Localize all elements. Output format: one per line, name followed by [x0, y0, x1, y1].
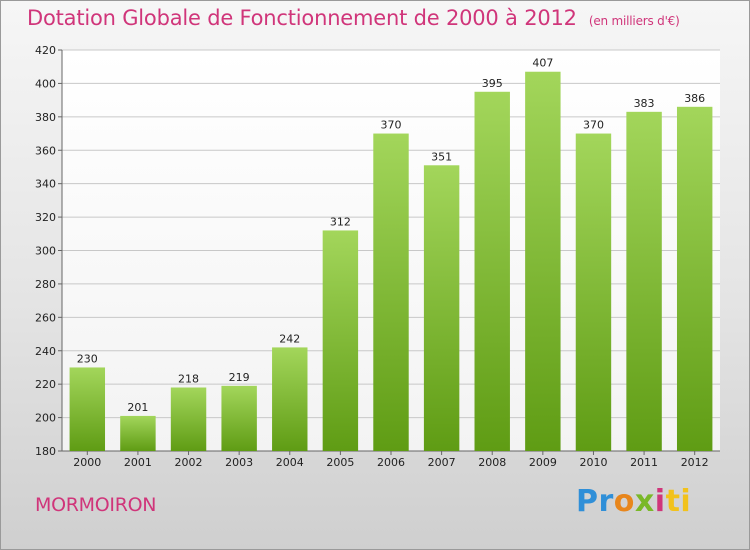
y-tick-label: 200 — [35, 412, 56, 425]
y-tick-label: 380 — [35, 111, 56, 124]
bar — [322, 230, 359, 451]
x-tick-label: 2000 — [73, 456, 101, 469]
x-tick-label: 2011 — [630, 456, 658, 469]
proxiti-logo: Proxiti — [576, 484, 691, 519]
data-label: 383 — [634, 97, 655, 110]
x-tick-label: 2002 — [175, 456, 203, 469]
data-label: 370 — [381, 119, 402, 132]
x-tick-label: 2006 — [377, 456, 405, 469]
data-label: 201 — [127, 401, 148, 414]
bar — [575, 133, 612, 451]
logo-part: Pr — [576, 484, 614, 519]
y-tick-label: 260 — [35, 311, 56, 324]
y-tick-label: 400 — [35, 77, 56, 90]
y-tick-label: 280 — [35, 278, 56, 291]
bar — [272, 347, 308, 451]
bar — [423, 165, 460, 451]
data-label: 312 — [330, 215, 351, 228]
x-tick-label: 2007 — [428, 456, 456, 469]
x-tick-label: 2004 — [276, 456, 304, 469]
logo-part: ti — [665, 484, 692, 519]
y-tick-label: 180 — [35, 445, 56, 458]
bar — [474, 91, 510, 451]
x-tick-label: 2003 — [225, 456, 253, 469]
y-tick-label: 360 — [35, 144, 56, 157]
plot-area: 180 200 220 240 260 280 300 320 340 360 380 400 420 2… — [35, 44, 720, 469]
x-tick-label: 2009 — [529, 456, 557, 469]
x-tick-label: 2012 — [681, 456, 709, 469]
logo-part: o — [613, 484, 635, 519]
data-label: 395 — [482, 77, 503, 90]
bar — [120, 415, 156, 451]
commune-name: MORMOIRON — [35, 494, 157, 516]
x-tick-label: 2001 — [124, 456, 152, 469]
bar — [626, 111, 662, 451]
data-label: 407 — [532, 57, 553, 70]
chart-subtitle: (en milliers d'€) — [588, 14, 680, 28]
data-label: 351 — [431, 150, 452, 163]
chart-title: Dotation Globale de Fonctionnement de 20… — [27, 6, 680, 30]
data-label: 218 — [178, 373, 199, 386]
x-tick-label: 2008 — [478, 456, 506, 469]
chart-title-text: Dotation Globale de Fonctionnement de 20… — [27, 6, 577, 30]
bar — [525, 71, 561, 452]
data-label: 230 — [77, 352, 98, 365]
data-label: 219 — [229, 371, 250, 384]
logo-part: x — [634, 484, 655, 519]
x-tick-label: 2010 — [579, 456, 607, 469]
data-label: 386 — [684, 92, 705, 105]
bar — [170, 387, 207, 451]
y-tick-label: 300 — [35, 245, 56, 258]
x-tick-label: 2005 — [326, 456, 354, 469]
y-tick-label: 340 — [35, 178, 56, 191]
bar — [69, 367, 106, 451]
bar — [373, 133, 409, 451]
y-tick-label: 420 — [35, 44, 56, 57]
y-tick-label: 320 — [35, 211, 56, 224]
bar — [221, 385, 257, 451]
y-tick-label: 240 — [35, 345, 56, 358]
bar — [676, 106, 713, 451]
data-label: 242 — [279, 332, 300, 345]
y-tick-label: 220 — [35, 378, 56, 391]
data-label: 370 — [583, 119, 604, 132]
logo-part: i — [654, 484, 666, 519]
